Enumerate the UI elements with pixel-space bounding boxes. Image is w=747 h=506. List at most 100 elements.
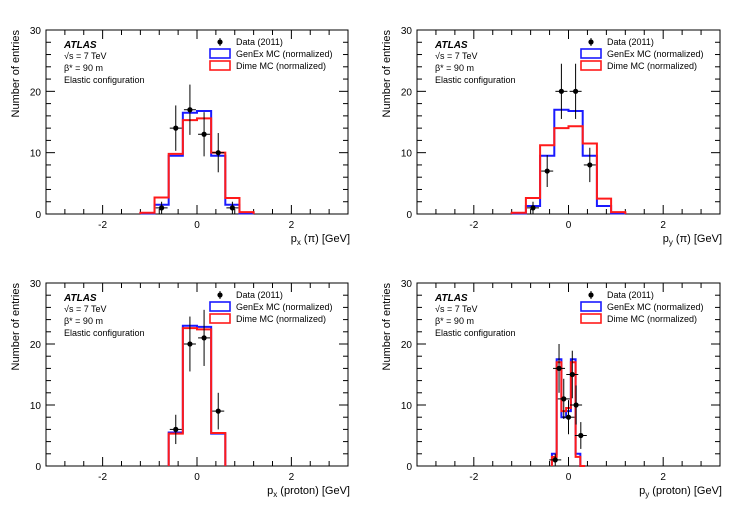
y-axis-title: Number of entries [381,30,393,118]
x-axis-title-main: p [663,233,669,245]
y-tick-label: 0 [35,210,41,221]
data-marker [173,426,179,432]
data-marker [544,168,550,174]
data-point [549,453,562,466]
x-tick-label: 2 [660,472,666,483]
data-point [169,105,182,151]
data-marker [552,457,558,463]
data-point [566,350,579,399]
data-marker [573,88,579,94]
data-marker [187,341,193,347]
legend: Data (2011) GenEx MC (normalized) Dime MC … [209,290,333,324]
legend-genex-swatch [580,301,602,312]
data-point [553,344,566,393]
legend: Data (2011) GenEx MC (normalized) Dime MC … [209,37,333,71]
x-axis-title: px (π) [GeV] [291,233,350,247]
legend-genex-swatch [209,301,231,312]
energy-label: √s = 7 TeV [435,51,478,61]
data-point [541,155,554,188]
dime-histogram [167,327,227,466]
x-axis-title-sub: y [645,490,649,499]
data-marker [530,205,536,211]
data-point [212,133,225,173]
data-point [169,414,182,445]
x-axis-title-sub: x [297,238,301,247]
x-axis-title-rest: (proton) [GeV] [277,485,350,497]
legend-data-marker [588,292,594,298]
y-tick-label: 20 [401,87,413,98]
beta-label: β* = 90 m [64,63,103,73]
data-point [562,400,575,435]
y-axis-title: Number of entries [10,30,22,118]
data-point [583,147,596,183]
y-tick-label: 10 [30,401,42,412]
data-point [555,63,568,119]
data-marker [587,162,593,168]
data-point [183,316,196,372]
legend-data-label: Data (2011) [236,37,283,47]
x-axis-title-sub: x [273,490,277,499]
energy-label: √s = 7 TeV [64,51,107,61]
legend: Data (2011) GenEx MC (normalized) Dime MC … [580,37,704,71]
data-marker [556,365,562,371]
config-label: Elastic configuration [64,75,145,85]
x-axis-title: py (proton) [GeV] [639,485,722,499]
atlas-label: ATLAS [63,293,97,304]
x-tick-label: 0 [566,472,572,483]
data-marker [215,150,221,156]
legend-genex-swatch [580,48,602,59]
data-point [198,112,211,157]
x-tick-label: -2 [469,220,478,231]
data-point [569,63,582,119]
data-marker [159,205,165,211]
legend-genex-label: GenEx MC (normalized) [236,302,333,312]
data-marker [215,408,221,414]
data-marker [558,88,564,94]
x-axis-title-rest: (proton) [GeV] [649,485,722,497]
y-tick-label: 20 [401,340,413,351]
y-tick-label: 10 [401,149,413,160]
y-tick-label: 20 [30,87,42,98]
y-tick-label: 30 [30,279,42,290]
data-point [226,201,239,214]
data-marker [565,414,572,420]
beta-label: β* = 90 m [435,63,474,73]
data-marker [229,205,235,211]
x-tick-label: -2 [469,472,478,483]
data-marker [573,402,579,408]
data-point [212,392,225,430]
energy-label: √s = 7 TeV [435,304,478,314]
legend: Data (2011) GenEx MC (normalized) Dime MC … [580,290,704,324]
dime-histogram [139,117,255,214]
data-marker [561,396,567,402]
y-axis-title: Number of entries [10,283,22,371]
config-label: Elastic configuration [435,328,516,338]
y-tick-label: 10 [401,401,413,412]
legend-dime-swatch [580,60,602,71]
legend-dime-label: Dime MC (normalized) [236,314,326,324]
data-marker [187,107,193,113]
x-tick-label: 0 [194,220,200,231]
atlas-label: ATLAS [434,40,468,51]
legend-data-marker [217,292,223,298]
data-marker [201,131,207,137]
data-marker [201,335,207,341]
legend-dime-label: Dime MC (normalized) [607,314,697,324]
x-axis-title-sub: y [669,238,673,247]
legend-genex-label: GenEx MC (normalized) [607,302,704,312]
legend-genex-swatch [209,48,231,59]
data-point [526,201,539,214]
y-tick-label: 0 [406,210,412,221]
panel-4: 0 10 20 30 -2 0 2 Number of entries py (proton) … [381,279,722,499]
x-tick-label: -2 [98,220,107,231]
legend-dime-swatch [209,60,231,71]
panel-2: 0 10 20 30 -2 0 2 Number of entries py (π) [GeV]… [381,26,722,247]
config-label: Elastic configuration [64,328,145,338]
energy-label: √s = 7 TeV [64,304,107,314]
x-axis-title-main: p [639,485,645,497]
x-axis-title-rest: (π) [GeV] [673,233,722,245]
x-tick-label: 0 [566,220,572,231]
x-tick-label: 0 [194,472,200,483]
beta-label: β* = 90 m [435,316,474,326]
y-tick-label: 10 [30,149,42,160]
